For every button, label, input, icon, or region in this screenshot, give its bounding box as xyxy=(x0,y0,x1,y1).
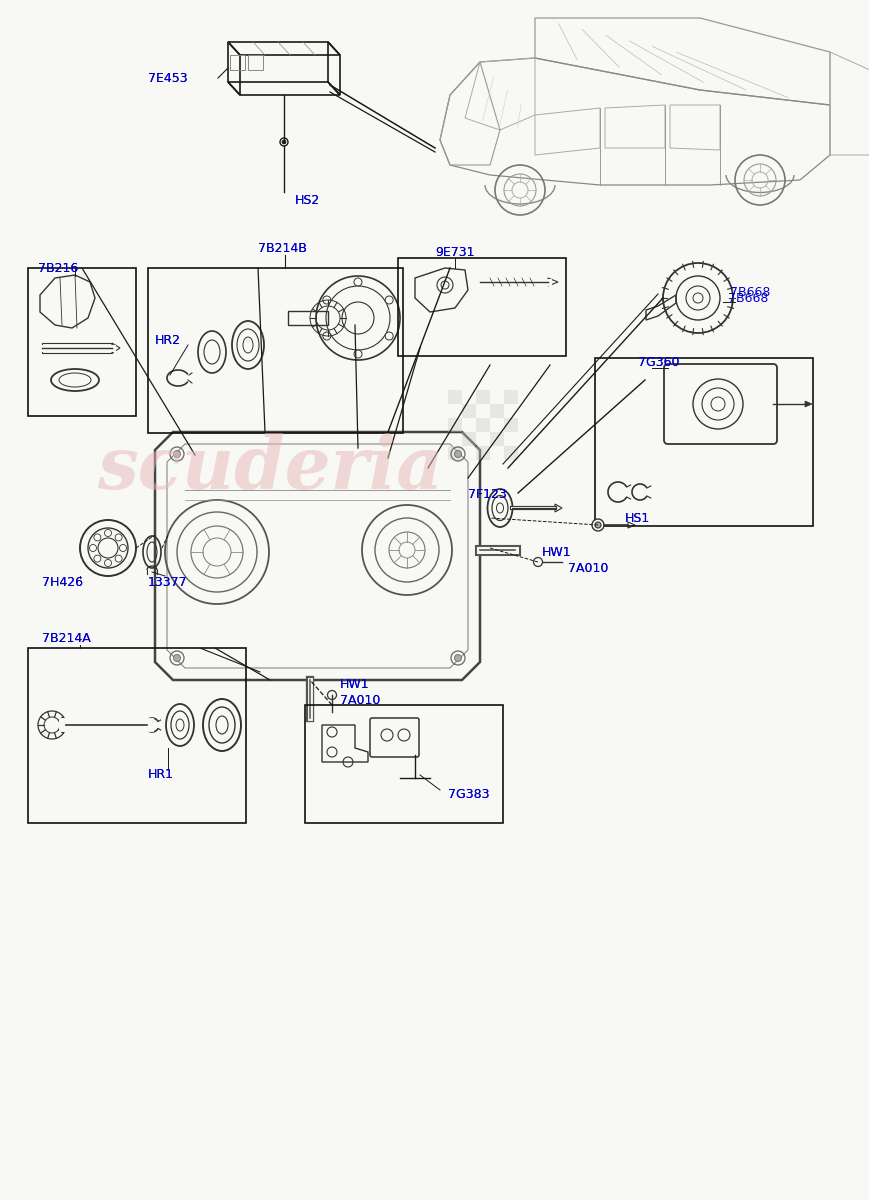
Text: 7G360: 7G360 xyxy=(637,355,679,368)
Text: 7B668: 7B668 xyxy=(727,292,767,305)
Bar xyxy=(28,648,246,823)
Text: 9E731: 9E731 xyxy=(434,246,474,258)
Circle shape xyxy=(104,559,111,566)
Text: 7B214A: 7B214A xyxy=(42,631,90,644)
Text: 7F123: 7F123 xyxy=(468,488,506,502)
Text: 7B668: 7B668 xyxy=(729,286,769,299)
Text: 13377: 13377 xyxy=(148,576,188,588)
Circle shape xyxy=(385,296,393,304)
Circle shape xyxy=(94,556,101,562)
Text: HW1: HW1 xyxy=(340,678,369,691)
Text: scuderia: scuderia xyxy=(96,432,442,504)
Text: 7A010: 7A010 xyxy=(567,562,607,575)
Circle shape xyxy=(594,522,600,528)
Circle shape xyxy=(94,534,101,541)
Bar xyxy=(42,343,112,353)
Bar xyxy=(288,311,328,325)
Text: 7A010: 7A010 xyxy=(340,694,380,707)
Circle shape xyxy=(90,545,96,552)
Circle shape xyxy=(354,278,362,286)
Text: 9E731: 9E731 xyxy=(434,246,474,258)
Bar xyxy=(448,446,461,460)
Text: HR2: HR2 xyxy=(155,334,181,347)
Bar xyxy=(461,432,475,446)
Text: HS2: HS2 xyxy=(295,193,320,206)
Bar xyxy=(489,404,503,418)
Bar xyxy=(594,358,812,526)
Circle shape xyxy=(454,450,461,457)
Bar xyxy=(503,446,517,460)
Bar xyxy=(397,258,566,356)
Text: HS2: HS2 xyxy=(295,193,320,206)
Bar xyxy=(503,390,517,404)
Bar xyxy=(148,268,402,433)
Text: HW1: HW1 xyxy=(541,546,571,558)
Text: HS1: HS1 xyxy=(624,511,649,524)
Circle shape xyxy=(104,529,111,536)
Bar xyxy=(248,55,262,70)
Text: HS1: HS1 xyxy=(624,511,649,524)
Circle shape xyxy=(119,545,126,552)
Bar xyxy=(28,268,136,416)
Text: 7G383: 7G383 xyxy=(448,788,489,802)
Text: 7E453: 7E453 xyxy=(148,72,188,84)
Bar xyxy=(475,418,489,432)
Text: 7A010: 7A010 xyxy=(340,694,380,707)
Text: 7B216: 7B216 xyxy=(38,262,78,275)
Bar xyxy=(475,446,489,460)
Bar xyxy=(229,55,245,70)
Text: 7B214A: 7B214A xyxy=(42,631,90,644)
Circle shape xyxy=(115,534,122,541)
Text: 7G360: 7G360 xyxy=(637,355,679,368)
Polygon shape xyxy=(804,401,811,407)
Circle shape xyxy=(173,654,180,661)
Circle shape xyxy=(454,654,461,661)
Circle shape xyxy=(710,397,724,410)
Circle shape xyxy=(385,332,393,340)
Circle shape xyxy=(280,138,288,146)
Text: 7E453: 7E453 xyxy=(148,72,188,84)
Text: HW1: HW1 xyxy=(541,546,571,558)
Text: 7G383: 7G383 xyxy=(448,788,489,802)
Circle shape xyxy=(115,556,122,562)
Bar xyxy=(448,390,461,404)
Circle shape xyxy=(322,296,330,304)
Circle shape xyxy=(693,293,702,302)
Text: 7B216: 7B216 xyxy=(38,262,78,275)
Circle shape xyxy=(322,332,330,340)
Bar xyxy=(448,418,461,432)
Text: 7F123: 7F123 xyxy=(468,488,506,502)
Text: 7H426: 7H426 xyxy=(42,576,83,588)
Circle shape xyxy=(354,350,362,358)
Bar xyxy=(305,704,502,823)
Text: HR1: HR1 xyxy=(148,768,174,781)
Circle shape xyxy=(533,558,542,566)
Bar xyxy=(475,390,489,404)
Text: 7B214B: 7B214B xyxy=(258,241,307,254)
Bar xyxy=(66,720,146,730)
Text: HW1: HW1 xyxy=(340,678,369,691)
Bar xyxy=(503,418,517,432)
Bar xyxy=(461,404,475,418)
Circle shape xyxy=(173,450,180,457)
Text: 7A010: 7A010 xyxy=(567,562,607,575)
Circle shape xyxy=(282,140,286,144)
Circle shape xyxy=(327,690,336,700)
Text: 13377: 13377 xyxy=(148,576,188,588)
Text: HR2: HR2 xyxy=(155,334,181,347)
Text: 7B214B: 7B214B xyxy=(258,241,307,254)
Circle shape xyxy=(591,518,603,530)
Text: HR1: HR1 xyxy=(148,768,174,781)
Bar xyxy=(489,432,503,446)
Text: 7H426: 7H426 xyxy=(42,576,83,588)
